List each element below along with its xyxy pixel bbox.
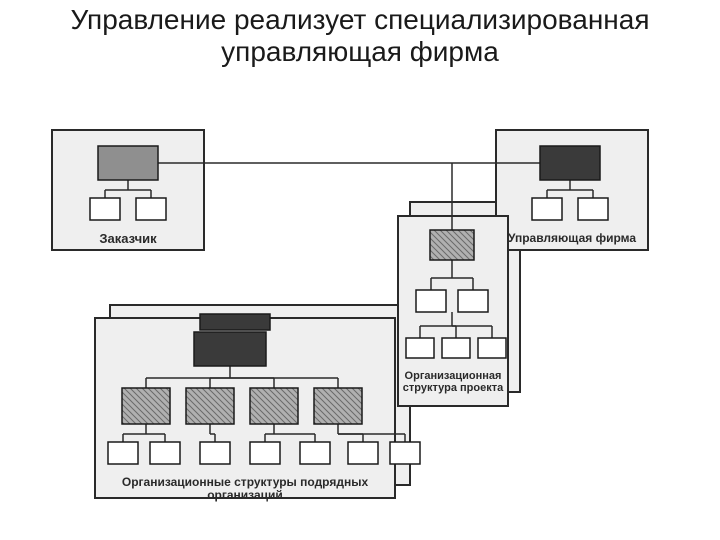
label-contractors: Организационные структуры подрядных орга… xyxy=(95,476,395,502)
diagram-svg xyxy=(0,0,720,540)
diagram-canvas: Управление реализует специализированная … xyxy=(0,0,720,540)
label-project: Организационная структура проекта xyxy=(398,370,508,394)
label-mgmt-firm: Управляющая фирма xyxy=(496,232,648,245)
label-customer: Заказчик xyxy=(52,232,204,246)
